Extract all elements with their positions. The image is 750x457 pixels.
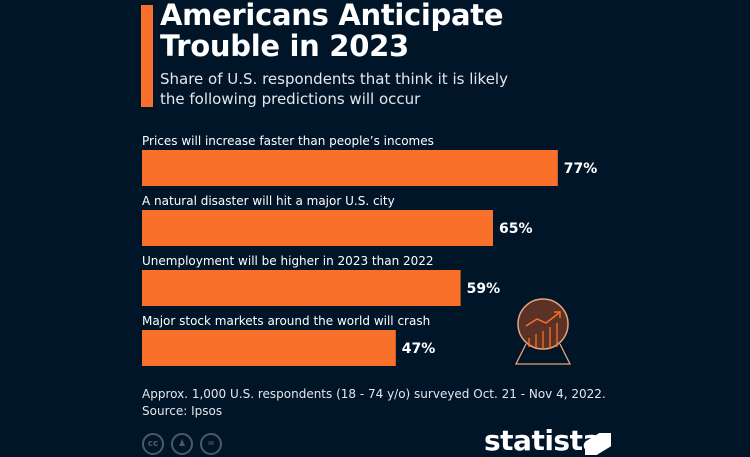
statista-logo-text[interactable]: statista bbox=[484, 424, 601, 457]
by-icon[interactable]: ♟ bbox=[171, 433, 193, 455]
survey-note: Approx. 1,000 U.S. respondents (18 - 74 … bbox=[142, 387, 606, 401]
license-icons: cc ♟ = bbox=[142, 433, 222, 455]
title-accent-bar bbox=[141, 5, 153, 107]
value-label: 65% bbox=[499, 221, 533, 237]
source-note: Source: Ipsos bbox=[142, 404, 223, 418]
footnote: Approx. 1,000 U.S. respondents (18 - 74 … bbox=[142, 386, 606, 420]
value-label: 47% bbox=[402, 341, 436, 357]
value-label: 77% bbox=[564, 161, 598, 177]
category-label: Prices will increase faster than people’… bbox=[142, 134, 434, 148]
bar bbox=[142, 210, 493, 246]
bar bbox=[142, 270, 461, 306]
chart-subtitle-line-2: the following predictions will occur bbox=[160, 90, 421, 108]
chart-title: Americans Anticipate Trouble in 2023 bbox=[160, 0, 504, 63]
chart-title-line-2: Trouble in 2023 bbox=[160, 29, 409, 63]
bar bbox=[142, 330, 396, 366]
chart-subtitle-line-1: Share of U.S. respondents that think it … bbox=[160, 70, 508, 88]
nd-icon[interactable]: = bbox=[200, 433, 222, 455]
category-label: A natural disaster will hit a major U.S.… bbox=[142, 194, 395, 208]
cc-icon[interactable]: cc bbox=[142, 433, 164, 455]
category-label: Major stock markets around the world wil… bbox=[142, 314, 430, 328]
chart-title-line-1: Americans Anticipate bbox=[160, 0, 504, 32]
category-label: Unemployment will be higher in 2023 than… bbox=[142, 254, 434, 268]
chart-subtitle: Share of U.S. respondents that think it … bbox=[160, 69, 580, 109]
bar bbox=[142, 150, 558, 186]
crystal-ball-icon bbox=[514, 298, 572, 365]
value-label: 59% bbox=[467, 281, 501, 297]
